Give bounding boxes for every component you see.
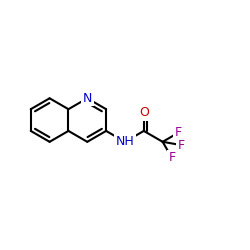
- Text: F: F: [177, 138, 184, 151]
- Text: NH: NH: [116, 135, 134, 148]
- Text: O: O: [139, 106, 149, 119]
- Text: N: N: [82, 92, 92, 105]
- Text: F: F: [168, 151, 175, 164]
- Text: F: F: [175, 126, 182, 139]
